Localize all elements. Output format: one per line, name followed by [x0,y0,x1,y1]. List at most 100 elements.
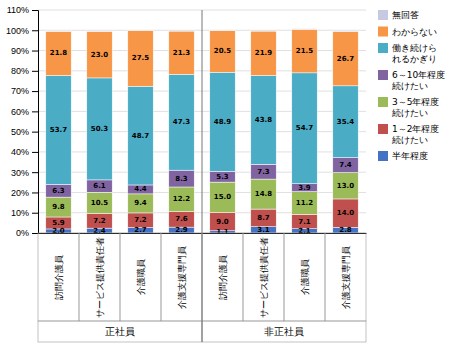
y-tick-mark [32,71,38,72]
category-cell [161,233,202,321]
data-label: 21.9 [255,49,272,57]
y-tick-mark [32,10,38,11]
category-label: 介護職員 [300,259,310,295]
y-tick-label: 80% [11,66,29,76]
bar [46,30,71,32]
y-tick-mark [32,51,38,52]
data-label: 53.7 [50,126,67,134]
y-tick-mark [32,132,38,133]
bar [210,31,235,73]
group-label: 非正社員 [264,326,304,337]
bar [128,86,153,185]
bar [210,182,235,212]
category-label: 介護支援専門員 [177,246,187,309]
bar [210,171,235,182]
data-label: 20.5 [214,47,231,55]
group-label: 正社員 [105,326,135,337]
data-label: 43.8 [255,116,272,124]
bar [128,30,153,31]
bar [333,173,358,199]
y-tick-mark [32,30,38,31]
bar [87,180,112,192]
legend-label: わからない [392,27,437,37]
category-cell [325,233,366,321]
bar [292,184,317,192]
bar [210,72,235,171]
y-tick-mark [32,152,38,153]
data-label: 27.5 [132,54,149,62]
y-tick-mark [32,172,38,173]
data-label: 26.7 [337,55,354,63]
category-cell [79,233,120,321]
bar [251,209,276,227]
data-label: 10.5 [91,199,108,207]
bar [169,74,194,170]
data-label: 6.3 [52,187,65,195]
data-label: 7.2 [134,216,147,224]
y-tick-mark [32,91,38,92]
category-cell [120,233,161,321]
data-label: 2.0 [52,227,65,235]
data-label: 1.1 [216,228,229,236]
category-label: 介護職員 [136,259,146,295]
data-label: 12.2 [173,195,190,203]
bar [87,78,112,180]
bar [251,164,276,179]
y-tick-label: 10% [11,208,29,218]
legend-label: 無回答 [392,10,419,20]
chart: 0%10%20%30%40%50%60%70%80%90%100%110%2.0… [0,0,470,349]
y-tick: 20% [11,188,38,198]
legend-item: 働き続けられるかぎり [378,43,437,64]
y-tick-label: 90% [11,46,29,56]
legend-swatch [378,97,388,107]
bar [333,86,358,158]
y-tick: 40% [11,147,38,157]
group-cell [202,321,366,342]
bar [292,73,317,184]
legend-item: 無回答 [378,10,419,20]
y-tick: 60% [11,107,38,117]
y-tick: 70% [11,86,38,96]
y-tick-label: 70% [11,86,29,96]
bar [87,30,112,31]
bar [251,227,276,233]
bar [251,179,276,209]
y-tick-label: 30% [11,168,29,178]
data-label: 9.0 [216,218,229,226]
legend-item: 3～5年程度続けたい [378,97,439,118]
data-label: 14.8 [255,190,272,198]
data-label: 35.4 [337,118,354,126]
y-axis-line [32,11,39,234]
y-tick-label: 0% [16,228,29,238]
data-label: 7.6 [175,215,188,223]
legend-item: 1～2年程度続けたい [378,124,439,145]
data-label: 15.0 [214,193,231,201]
legend-swatch [378,151,388,161]
group-separator [202,10,203,342]
category-label: サービス提供責任者 [259,237,269,318]
data-label: 3.1 [257,226,270,234]
data-label: 21.3 [173,49,190,57]
data-label: 2.1 [298,227,311,235]
data-label: 5.3 [216,173,229,181]
data-label: 7.3 [257,168,270,176]
data-label: 50.3 [91,125,108,133]
y-tick-label: 20% [11,188,29,198]
bar [87,192,112,213]
data-label: 9.8 [52,203,65,211]
legend-item: 半年程度 [378,151,428,161]
data-label: 7.4 [339,161,352,169]
y-tick: 50% [11,127,38,137]
y-tick-label: 110% [7,5,29,15]
y-tick: 30% [11,168,38,178]
y-tick-mark [32,213,38,214]
data-label: 54.7 [296,124,313,132]
data-label: 3.9 [298,184,311,192]
bar [169,187,194,212]
legend-swatch [378,70,388,80]
bar [333,199,358,227]
legend-label: 3～5年程度続けたい [391,97,439,118]
data-label: 48.9 [214,118,231,126]
bar [128,30,153,86]
y-tick-label: 60% [11,107,29,117]
